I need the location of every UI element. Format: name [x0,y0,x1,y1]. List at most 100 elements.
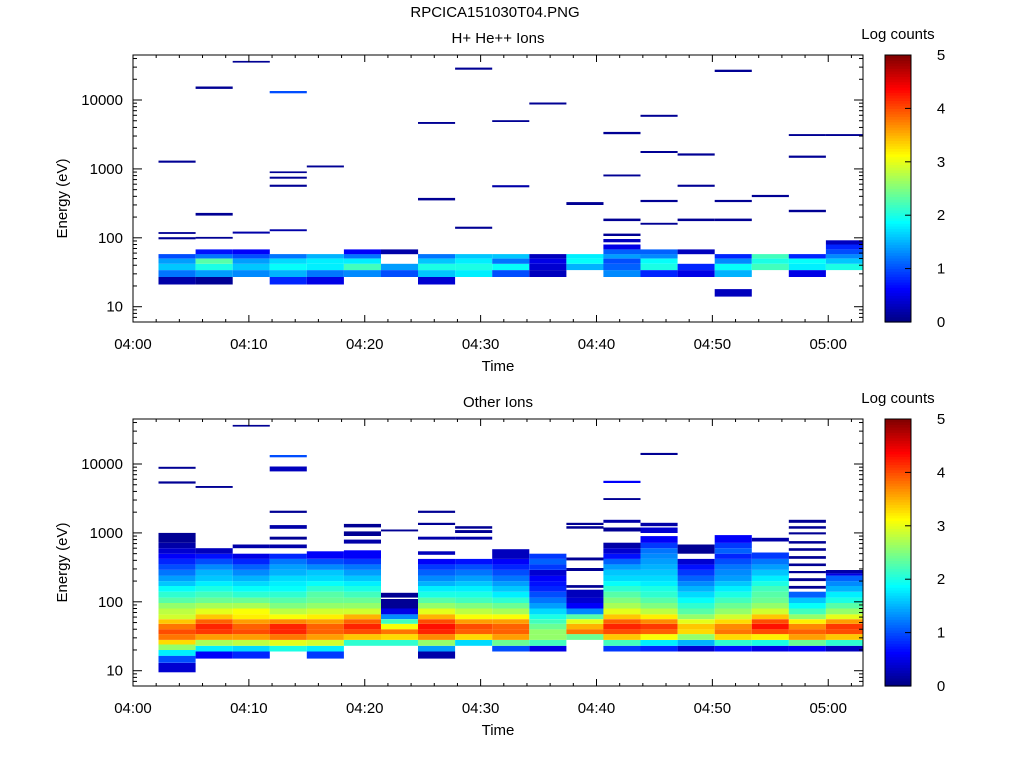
colorbar-step [885,209,911,214]
colorbar-step [885,55,911,59]
panel-title: H+ He++ Ions [452,30,545,47]
heatmap-cell [492,254,530,259]
heatmap-cell [455,226,493,229]
heatmap-cell [492,585,530,592]
heatmap-cell [269,629,307,635]
heatmap-cell [158,558,196,565]
heatmap-cell [640,564,678,570]
heatmap-cell [343,608,381,615]
heatmap-cell [640,619,678,624]
heatmap-cell [825,263,863,271]
colorbar-step [885,637,911,642]
colorbar-step [885,573,911,578]
heatmap-cell [158,263,196,271]
heatmap-cell [232,608,270,615]
heatmap-cell [825,573,863,576]
colorbar-step [885,653,911,658]
heatmap-cell [269,623,307,630]
heatmap-cell [195,639,233,646]
colorbar-step [885,488,911,492]
heatmap-cell [195,597,233,603]
heatmap-cell [529,639,567,646]
heatmap-cell [529,558,567,565]
heatmap-cell [195,619,233,624]
heatmap-cell [529,629,567,635]
colorbar-step [885,568,911,572]
heatmap-cell [158,634,196,640]
heatmap-cell [232,629,270,635]
heatmap-cell [714,585,752,592]
heatmap-cell [529,570,567,576]
heatmap-cell [455,608,493,615]
heatmap-cell [603,591,641,598]
heatmap-cell [529,263,567,271]
colorbar-step [885,541,911,546]
heatmap-cell [455,614,493,620]
colorbar-step [885,531,911,535]
heatmap-cell [306,639,344,646]
heatmap-cell [788,603,826,609]
colorbar-step [885,180,911,184]
heatmap-cell [492,591,530,598]
heatmap-cell [751,564,789,570]
colorbar-step [885,547,911,551]
heatmap-cell [158,277,196,285]
heatmap-cell [714,645,752,652]
heatmap-cell [751,537,789,542]
heatmap-cell [306,581,344,586]
heatmap-cell [825,645,863,652]
heatmap-cell [269,614,307,620]
heatmap-cell [714,564,752,570]
colorbar-step [885,648,911,652]
heatmap-cell [195,623,233,630]
x-tick-label: 04:20 [346,700,384,717]
colorbar-step [885,552,911,556]
heatmap-cell [232,254,270,259]
heatmap-cell [603,174,641,177]
heatmap-cell [788,614,826,620]
colorbar-step [885,233,911,238]
colorbar-step [885,191,911,195]
colorbar-step [885,525,911,530]
heatmap-cell [492,597,530,603]
heatmap-cell [529,614,567,620]
colorbar-step [885,515,911,519]
heatmap-cell [195,258,233,264]
heatmap-cell [158,548,196,554]
heatmap-cell [232,614,270,620]
heatmap-cell [677,608,715,615]
heatmap-cell [714,575,752,582]
heatmap-cell [751,623,789,630]
heatmap-cell [343,623,381,630]
heatmap-cell [677,558,715,565]
colorbar-step [885,111,911,115]
colorbar-step [885,611,911,615]
colorbar-step [885,485,911,490]
heatmap-cell [788,591,826,598]
heatmap-cell [158,585,196,592]
heatmap-cell [603,244,641,250]
colorbar-step [885,201,911,206]
heatmap-cell [306,575,344,582]
heatmap-cell [751,570,789,576]
heatmap-cell [714,558,752,565]
heatmap-cell [232,553,270,559]
colorbar-tick-label: 3 [937,518,945,535]
heatmap-cell [529,591,567,598]
heatmap-cell [455,564,493,570]
heatmap-cell [492,185,530,188]
heatmap-cell [381,270,419,277]
heatmap-cell [825,575,863,582]
x-tick-label: 04:20 [346,336,384,353]
heatmap-cell [825,244,863,250]
heatmap-cell [529,603,567,609]
colorbar-step [885,477,911,482]
colorbar-step [885,223,911,227]
heatmap-cell [195,634,233,640]
heatmap-cell [306,585,344,592]
heatmap-cell [343,603,381,609]
colorbar-step [885,507,911,511]
heatmap-cell [640,522,678,527]
heatmap-cell [269,91,307,94]
